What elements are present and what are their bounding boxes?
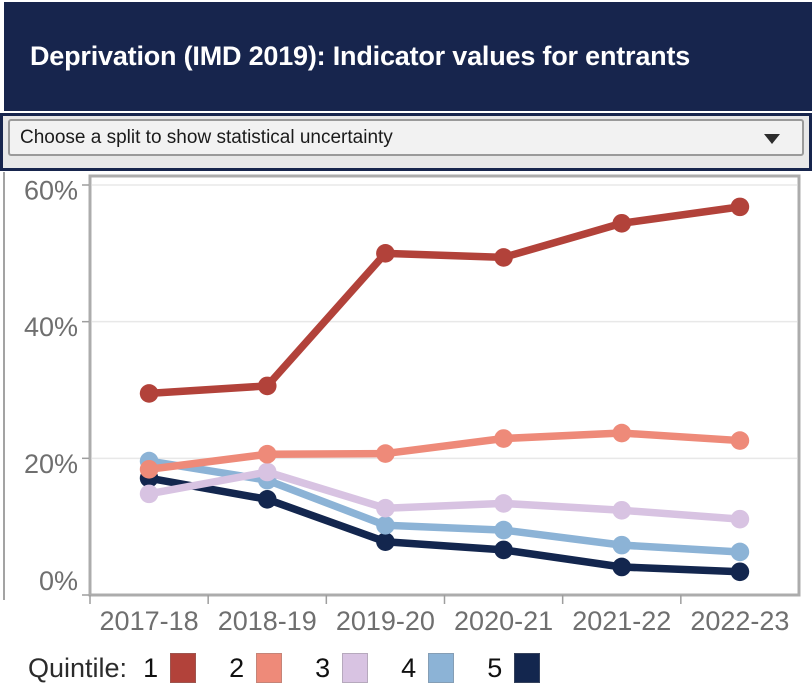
data-point-quintile-3 bbox=[257, 462, 277, 482]
legend-item-label: 2 bbox=[229, 652, 245, 683]
data-point-quintile-1 bbox=[139, 384, 159, 403]
data-point-quintile-1 bbox=[257, 376, 277, 396]
series-line-quintile-3 bbox=[145, 468, 744, 523]
y-axis-tick-label: 40% bbox=[24, 312, 78, 342]
split-filter-panel: Choose a split to show statistical uncer… bbox=[0, 113, 812, 171]
legend-swatch bbox=[342, 653, 369, 683]
data-point-quintile-3 bbox=[376, 498, 395, 518]
y-axis-tick-label: 0% bbox=[39, 566, 78, 596]
legend-item-quintile-1: 1 bbox=[143, 652, 197, 684]
data-point-quintile-2 bbox=[376, 444, 395, 463]
chevron-down-icon bbox=[764, 133, 780, 144]
data-point-quintile-1 bbox=[730, 197, 750, 217]
legend-item-label: 4 bbox=[401, 652, 417, 683]
line-chart: 0% 20% 40% 60% 2017-18 2018-19 2019-20 2020-21 2… bbox=[24, 174, 801, 636]
legend-swatch bbox=[170, 653, 197, 683]
y-axis-tick-label: 60% bbox=[24, 176, 78, 206]
data-point-quintile-1 bbox=[612, 213, 632, 233]
data-point-quintile-5 bbox=[257, 490, 277, 509]
x-axis-tick-label: 2018-19 bbox=[218, 606, 317, 636]
plot-frame bbox=[88, 174, 801, 597]
x-axis-tick-label: 2020-21 bbox=[454, 606, 553, 636]
legend-swatch bbox=[428, 653, 455, 683]
data-point-quintile-5 bbox=[730, 562, 750, 582]
data-point-quintile-1 bbox=[494, 248, 513, 267]
data-point-quintile-2 bbox=[612, 423, 632, 443]
data-point-quintile-4 bbox=[730, 542, 750, 562]
chart-header: Deprivation (IMD 2019): Indicator values… bbox=[4, 2, 812, 111]
chart-legend: Quintile: 1 2 3 4 5 bbox=[28, 650, 573, 686]
x-axis-tick-label: 2022-23 bbox=[690, 606, 789, 636]
series-line-quintile-5 bbox=[145, 474, 744, 576]
legend-swatch bbox=[256, 653, 283, 683]
page-title: Deprivation (IMD 2019): Indicator values… bbox=[30, 41, 691, 71]
legend-item-quintile-2: 2 bbox=[229, 652, 283, 684]
widget-left-border bbox=[3, 172, 5, 600]
legend-item-quintile-3: 3 bbox=[315, 652, 369, 684]
data-point-quintile-5 bbox=[494, 540, 513, 560]
data-point-quintile-5 bbox=[612, 557, 632, 577]
split-select-value: Choose a split to show statistical uncer… bbox=[20, 126, 393, 148]
legend-swatch bbox=[514, 653, 541, 683]
y-axis-tick-label: 20% bbox=[24, 449, 78, 479]
legend-item-label: 5 bbox=[487, 652, 503, 683]
legend-items: 1 2 3 4 5 bbox=[143, 653, 573, 684]
split-select[interactable]: Choose a split to show statistical uncer… bbox=[8, 119, 804, 156]
legend-title: Quintile: bbox=[28, 652, 128, 683]
data-point-quintile-3 bbox=[494, 494, 513, 513]
x-axis-tick-label: 2019-20 bbox=[336, 606, 435, 636]
data-point-quintile-4 bbox=[612, 535, 632, 555]
series-line-quintile-1 bbox=[145, 203, 744, 398]
series-line-quintile-2 bbox=[145, 429, 744, 474]
legend-item-label: 1 bbox=[143, 652, 159, 683]
data-point-quintile-2 bbox=[257, 444, 277, 464]
data-point-quintile-5 bbox=[376, 532, 395, 552]
legend-item-label: 3 bbox=[315, 652, 331, 683]
data-point-quintile-2 bbox=[730, 431, 750, 450]
legend-item-quintile-4: 4 bbox=[401, 652, 455, 684]
data-point-quintile-2 bbox=[139, 459, 159, 479]
data-point-quintile-3 bbox=[612, 500, 632, 520]
data-point-quintile-2 bbox=[494, 429, 513, 448]
data-point-quintile-1 bbox=[376, 244, 395, 263]
data-point-quintile-3 bbox=[139, 484, 159, 504]
x-axis-tick-label: 2017-18 bbox=[100, 606, 199, 636]
data-point-quintile-3 bbox=[730, 509, 750, 529]
legend-item-quintile-5: 5 bbox=[487, 652, 541, 684]
x-axis-tick-label: 2021-22 bbox=[572, 606, 671, 636]
data-point-quintile-4 bbox=[376, 516, 395, 535]
data-point-quintile-4 bbox=[494, 520, 513, 540]
